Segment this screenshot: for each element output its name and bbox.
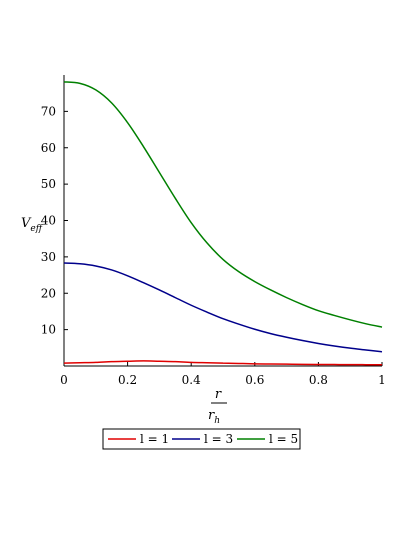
legend: l = 1 l = 3 l = 5 (102, 428, 301, 450)
legend-label-3: l = 5 (269, 432, 298, 446)
series-line-2 (63, 262, 383, 353)
y-tick-label: 60 (41, 141, 56, 155)
legend-box (102, 428, 301, 450)
y-tick-label: 70 (41, 104, 56, 118)
y-tick-label: 50 (41, 177, 56, 191)
y-tick-label: 40 (41, 214, 56, 228)
x-axis-label-numerator: r (215, 387, 222, 402)
x-tick-label: 0 (60, 373, 68, 387)
x-tick-label: 0.4 (182, 373, 201, 387)
ticks: 10 20 30 40 50 60 70 0 0.2 0.4 0.6 0.8 1 (41, 104, 386, 387)
series-line-1 (63, 360, 383, 366)
y-tick-label: 10 (41, 323, 56, 337)
legend-label-2: l = 3 (204, 432, 233, 446)
y-tick-label: 20 (41, 286, 56, 300)
series-lines (63, 81, 383, 366)
x-tick-label: 0.2 (118, 373, 137, 387)
series-line-3 (63, 81, 383, 328)
axes (63, 75, 382, 367)
y-axis-label: Veff (21, 216, 44, 234)
x-tick-label: 1 (378, 373, 386, 387)
x-tick-label: 0.6 (245, 373, 264, 387)
x-axis-label-denominator: rh (208, 408, 220, 426)
x-axis-label: r rh (208, 387, 227, 426)
x-tick-label: 0.8 (309, 373, 328, 387)
legend-label-1: l = 1 (140, 432, 169, 446)
y-tick-label: 30 (41, 250, 56, 264)
